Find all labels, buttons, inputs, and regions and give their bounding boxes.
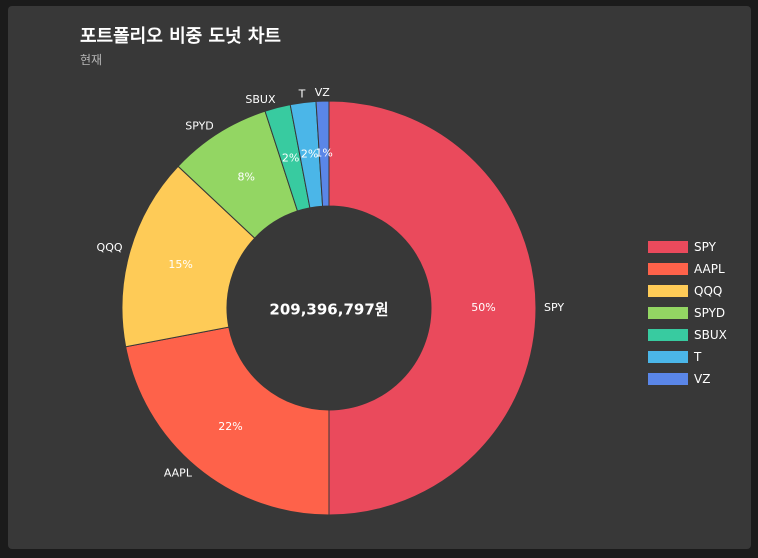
slice-aapl[interactable] (125, 326, 330, 516)
percent-label: 2% (282, 151, 299, 164)
legend-label: SBUX (694, 328, 727, 342)
slice-qqq[interactable] (121, 165, 256, 348)
legend-swatch (648, 307, 688, 319)
legend-item[interactable]: AAPL (648, 258, 727, 280)
legend-label: SPYD (694, 306, 726, 320)
chart-legend: SPY AAPL QQQ SPYD SBUX T VZ (648, 236, 727, 390)
percent-label: 22% (218, 420, 242, 433)
legend-label: SPY (694, 240, 716, 254)
legend-swatch (648, 373, 688, 385)
percent-label: 8% (237, 171, 254, 184)
legend-swatch (648, 329, 688, 341)
chart-subtitle: 현재 (80, 53, 103, 67)
category-label: QQQ (97, 241, 123, 254)
chart-panel: 포트폴리오 비중 도넛 차트 현재 50% 22% 15% 8% 2% 2% 1% SPY A… (8, 6, 751, 549)
legend-swatch (648, 241, 688, 253)
legend-swatch (648, 285, 688, 297)
legend-item[interactable]: VZ (648, 368, 727, 390)
slice-spy[interactable] (328, 100, 537, 516)
category-labels: SPY AAPL QQQ SPYD SBUX T VZ (97, 86, 565, 480)
center-total-label: 209,396,797원 (269, 301, 388, 319)
category-label: AAPL (164, 467, 193, 480)
legend-item[interactable]: SBUX (648, 324, 727, 346)
category-label: SBUX (245, 93, 276, 106)
percent-label: 1% (315, 147, 332, 160)
legend-swatch (648, 263, 688, 275)
chart-title: 포트폴리오 비중 도넛 차트 (80, 26, 281, 47)
percent-label: 2% (301, 148, 318, 161)
category-label: T (298, 88, 306, 101)
legend-label: QQQ (694, 284, 723, 298)
legend-label: VZ (694, 372, 711, 386)
percent-labels: 50%22%15%8%2% 2%1% (168, 147, 495, 433)
category-label: VZ (315, 86, 331, 99)
legend-item[interactable]: T (648, 346, 727, 368)
legend-label: T (694, 350, 702, 364)
legend-swatch (648, 351, 688, 363)
legend-item[interactable]: SPY (648, 236, 727, 258)
percent-label: 50% (471, 301, 495, 314)
legend-item[interactable]: QQQ (648, 280, 727, 302)
legend-item[interactable]: SPYD (648, 302, 727, 324)
donut-slices (121, 100, 537, 516)
category-label: SPY (544, 301, 564, 314)
legend-label: AAPL (694, 262, 725, 276)
category-label: SPYD (185, 119, 214, 132)
slice-vz[interactable] (315, 100, 330, 207)
percent-label: 15% (168, 258, 192, 271)
